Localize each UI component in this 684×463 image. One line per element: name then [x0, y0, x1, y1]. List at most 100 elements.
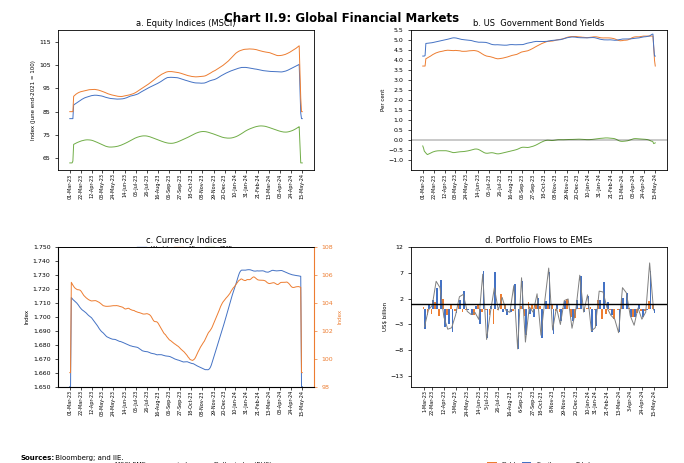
- Bar: [605, 309, 607, 314]
- Bar: [578, 308, 580, 309]
- Bar: [627, 293, 628, 309]
- Bar: [524, 309, 525, 316]
- Text: Chart II.9: Global Financial Markets: Chart II.9: Global Financial Markets: [224, 12, 460, 25]
- Title: c. Currency Indices: c. Currency Indices: [146, 236, 226, 244]
- Bar: [465, 309, 467, 310]
- Bar: [634, 309, 636, 318]
- Bar: [440, 280, 442, 309]
- Bar: [504, 304, 506, 309]
- Bar: [629, 307, 630, 309]
- Y-axis label: Index (June end-2021 = 100): Index (June end-2021 = 100): [31, 60, 36, 140]
- Bar: [463, 291, 465, 309]
- Bar: [501, 294, 502, 309]
- Bar: [479, 309, 481, 324]
- Bar: [477, 304, 479, 309]
- Bar: [638, 304, 640, 309]
- Legend: 10-year, 2-year, Spread (10yr-2yr): 10-year, 2-year, Spread (10yr-2yr): [464, 254, 614, 259]
- Y-axis label: Index: Index: [337, 309, 343, 324]
- Bar: [566, 299, 568, 309]
- Bar: [506, 309, 508, 315]
- Bar: [555, 309, 557, 311]
- Bar: [492, 309, 495, 325]
- Bar: [560, 309, 562, 321]
- Bar: [450, 305, 451, 309]
- Bar: [644, 309, 646, 311]
- Bar: [436, 288, 438, 309]
- Bar: [434, 302, 436, 309]
- Bar: [490, 306, 492, 309]
- Bar: [594, 309, 595, 310]
- Bar: [432, 300, 434, 309]
- Bar: [458, 305, 460, 309]
- Bar: [448, 309, 449, 324]
- Bar: [611, 309, 613, 314]
- Bar: [588, 296, 590, 309]
- Legend: MSCI EME currency index, Dollar index (RHS): MSCI EME currency index, Dollar index (R…: [101, 462, 272, 463]
- Bar: [425, 309, 426, 329]
- Text: Bloomberg; and IIE.: Bloomberg; and IIE.: [53, 455, 124, 461]
- Bar: [586, 308, 588, 309]
- Title: a. Equity Indices (MSCI): a. Equity Indices (MSCI): [136, 19, 236, 28]
- Bar: [597, 300, 599, 309]
- Bar: [640, 309, 642, 311]
- Bar: [471, 309, 473, 315]
- Bar: [430, 309, 432, 314]
- Bar: [529, 309, 531, 314]
- Bar: [618, 309, 620, 332]
- Bar: [442, 299, 444, 309]
- Bar: [485, 309, 486, 310]
- Bar: [648, 301, 650, 309]
- Y-axis label: US$ billion: US$ billion: [382, 302, 388, 331]
- Bar: [557, 306, 558, 309]
- Bar: [451, 309, 453, 332]
- Y-axis label: Per cent: Per cent: [381, 89, 386, 111]
- Bar: [551, 305, 553, 309]
- Bar: [520, 306, 521, 309]
- Bar: [483, 271, 484, 309]
- Bar: [574, 309, 576, 318]
- Bar: [525, 309, 527, 335]
- Bar: [521, 281, 523, 309]
- Bar: [613, 309, 615, 319]
- Bar: [652, 306, 653, 309]
- Bar: [609, 309, 611, 310]
- Text: Sources:: Sources:: [21, 455, 55, 461]
- Bar: [527, 302, 529, 309]
- Title: d. Portfolio Flows to EMEs: d. Portfolio Flows to EMEs: [486, 236, 593, 244]
- Bar: [617, 309, 618, 310]
- Bar: [622, 298, 624, 309]
- Bar: [460, 300, 461, 309]
- Bar: [486, 309, 488, 338]
- Bar: [564, 301, 566, 309]
- Title: b. US  Government Bond Yields: b. US Government Bond Yields: [473, 19, 605, 28]
- Bar: [642, 309, 644, 317]
- Bar: [583, 309, 586, 313]
- Bar: [495, 272, 496, 309]
- Bar: [601, 309, 603, 319]
- Bar: [446, 309, 448, 314]
- Bar: [650, 271, 651, 309]
- Bar: [423, 307, 425, 309]
- Bar: [636, 309, 638, 313]
- Bar: [534, 309, 535, 317]
- Bar: [580, 276, 581, 309]
- Bar: [537, 298, 539, 309]
- Bar: [512, 309, 514, 311]
- Bar: [489, 309, 490, 315]
- Bar: [576, 300, 577, 309]
- Bar: [502, 309, 504, 313]
- Bar: [653, 309, 655, 313]
- Bar: [603, 282, 605, 309]
- Bar: [592, 309, 593, 332]
- Bar: [599, 300, 601, 309]
- Legend: Debt, Equity, Total: Debt, Equity, Total: [488, 462, 590, 463]
- Bar: [590, 307, 592, 309]
- Bar: [462, 309, 463, 313]
- Bar: [607, 302, 609, 309]
- Bar: [456, 309, 458, 313]
- Bar: [630, 309, 632, 317]
- Bar: [562, 308, 564, 309]
- Bar: [497, 309, 498, 310]
- Bar: [549, 272, 551, 309]
- Bar: [536, 305, 537, 309]
